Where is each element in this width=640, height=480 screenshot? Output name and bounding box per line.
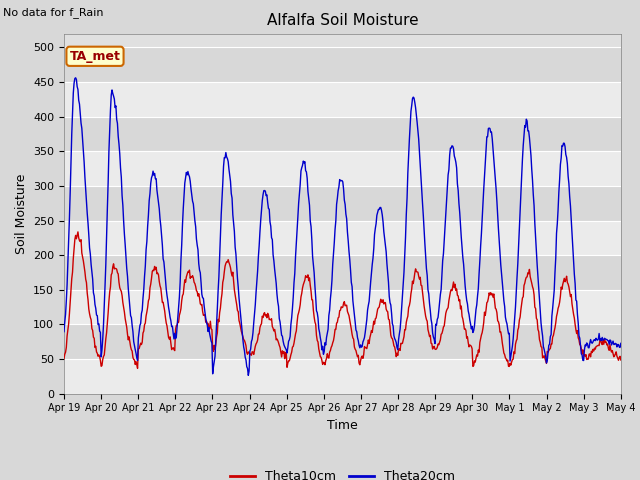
Bar — [64, 255, 621, 290]
X-axis label: Time: Time — [327, 419, 358, 432]
Theta10cm — [60, 356, 68, 361]
Legend: Theta10cm, Theta20cm: Theta10cm, Theta20cm — [225, 465, 460, 480]
Theta20cm — [617, 340, 625, 346]
Bar — [64, 359, 621, 394]
Title: Alfalfa Soil Moisture: Alfalfa Soil Moisture — [267, 13, 418, 28]
Bar — [64, 186, 621, 220]
Line: Theta20cm: Theta20cm — [64, 78, 621, 375]
Theta20cm — [244, 372, 252, 378]
Theta10cm — [134, 365, 141, 371]
Text: TA_met: TA_met — [70, 50, 120, 63]
Bar — [64, 220, 621, 255]
Bar — [64, 290, 621, 324]
Theta10cm — [70, 246, 78, 252]
Theta20cm — [70, 80, 78, 86]
Bar — [64, 82, 621, 117]
Theta10cm — [128, 348, 136, 354]
Theta20cm — [72, 75, 79, 81]
Line: Theta10cm: Theta10cm — [64, 232, 621, 368]
Theta10cm — [74, 229, 82, 235]
Theta10cm — [215, 319, 223, 324]
Theta10cm — [428, 341, 436, 347]
Theta20cm — [412, 105, 419, 110]
Theta10cm — [617, 357, 625, 363]
Bar — [64, 48, 621, 82]
Bar — [64, 151, 621, 186]
Theta20cm — [128, 323, 136, 328]
Bar — [64, 324, 621, 359]
Theta20cm — [214, 288, 222, 294]
Y-axis label: Soil Moisture: Soil Moisture — [15, 173, 28, 254]
Bar — [64, 117, 621, 151]
Theta20cm — [185, 172, 193, 178]
Theta20cm — [428, 321, 436, 326]
Theta20cm — [60, 329, 68, 335]
Theta10cm — [412, 266, 419, 272]
Text: No data for f_Rain: No data for f_Rain — [3, 7, 104, 18]
Theta10cm — [186, 267, 193, 273]
